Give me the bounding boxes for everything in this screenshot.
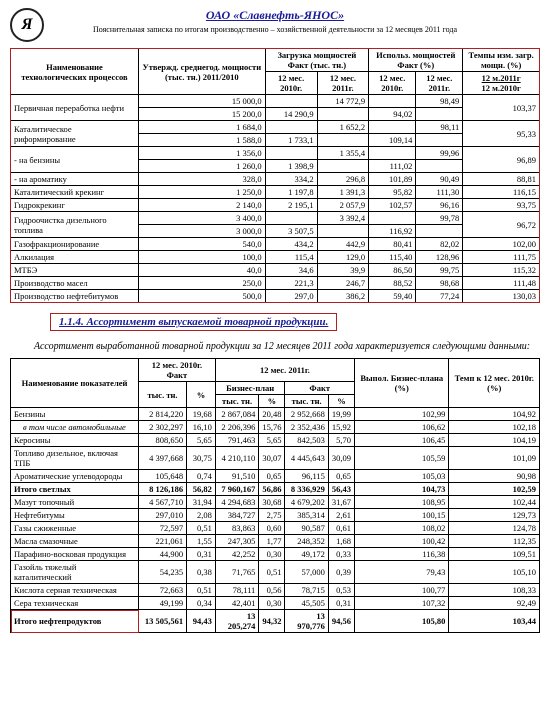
th-pct: %	[187, 382, 216, 408]
table-row: Итого светлых8 126,18656,827 960,16756,8…	[11, 483, 540, 496]
th-2011: 12 мес. 2011г.	[215, 359, 354, 382]
th-temp: Темп к 12 мес. 2010г. (%)	[449, 359, 540, 408]
company-title: ОАО «Славнефть-ЯНОС»	[10, 8, 540, 23]
th-fact: Факт	[285, 382, 355, 395]
th-usage: Использ. мощностей Факт (%)	[369, 49, 463, 72]
table-row: Ароматические углеводороды105,6480,7491,…	[11, 470, 540, 483]
table-row: Топливо дизельное, включая ТПБ4 397,6683…	[11, 447, 540, 470]
th-loading: Загрузка мощностей Факт (тыс. тн.)	[265, 49, 369, 72]
th-2011b: 12 мес. 2011г.	[416, 72, 463, 95]
table-row: Масла смазочные221,0611,55247,3051,77248…	[11, 535, 540, 548]
table-row: Итого нефтепродуктов13 505,56194,4313 20…	[11, 610, 540, 633]
th-2010b: 12 мес. 2010г.	[369, 72, 416, 95]
paragraph: Ассортимент выработанной товарной продук…	[10, 341, 540, 352]
th-tempo: Темпы изм. загр. мощн. (%)	[463, 49, 540, 72]
th-tys2: тыс. тн.	[215, 395, 258, 408]
th-approved: Утвержд. среднегод. мощности (тыс. тн.) …	[139, 49, 266, 95]
th-2011: 12 мес. 2011г.	[317, 72, 369, 95]
process-table: Наименование технологических процессов У…	[10, 48, 540, 303]
th-pct3: %	[328, 395, 354, 408]
subtitle: Пояснительная записка по итогам производ…	[10, 25, 540, 34]
th-bp: Бизнес-план	[215, 382, 285, 395]
table-row: Бензины2 814,22019,682 867,08420,482 952…	[11, 408, 540, 421]
table-row: Газы сжиженные72,5970,5183,8630,6090,587…	[11, 522, 540, 535]
th-tys: тыс. тн.	[139, 382, 187, 408]
table-row: Парафино-восковая продукция44,9000,3142,…	[11, 548, 540, 561]
table-row: в том числе автомобильные2 302,29716,102…	[11, 421, 540, 434]
table-row: Керосины808,6505,65791,4635,65842,5035,7…	[11, 434, 540, 447]
th-pct2: %	[259, 395, 285, 408]
th-ratio: 12 м.2011г12 м.2010г	[463, 72, 540, 95]
header: Я ОАО «Славнефть-ЯНОС» Пояснительная зап…	[10, 8, 540, 48]
table-row: Кислота серная техническая72,6630,5178,1…	[11, 584, 540, 597]
th-2010: 12 мес. 2010г. Факт	[139, 359, 216, 382]
table-row: Сера техническая49,1990,3442,4010,3045,5…	[11, 597, 540, 610]
th-tys3: тыс. тн.	[285, 395, 328, 408]
table-row: Нефтебитумы297,0102,08384,7272,75385,314…	[11, 509, 540, 522]
th-vyp: Выпол. Бизнес-плана (%)	[355, 359, 449, 408]
table-row: Мазут топочный4 567,71031,944 294,68330,…	[11, 496, 540, 509]
th-name: Наименование показателей	[11, 359, 139, 408]
th-2010: 12 мес. 2010г.	[265, 72, 317, 95]
section-title: 1.1.4. Ассортимент выпускаемой товарной …	[50, 313, 337, 331]
assortment-table: Наименование показателей 12 мес. 2010г. …	[10, 358, 540, 633]
th-name: Наименование технологических процессов	[11, 49, 139, 95]
table-row: Газойль тяжелый каталитический54,2350,38…	[11, 561, 540, 584]
logo-icon: Я	[10, 8, 44, 42]
